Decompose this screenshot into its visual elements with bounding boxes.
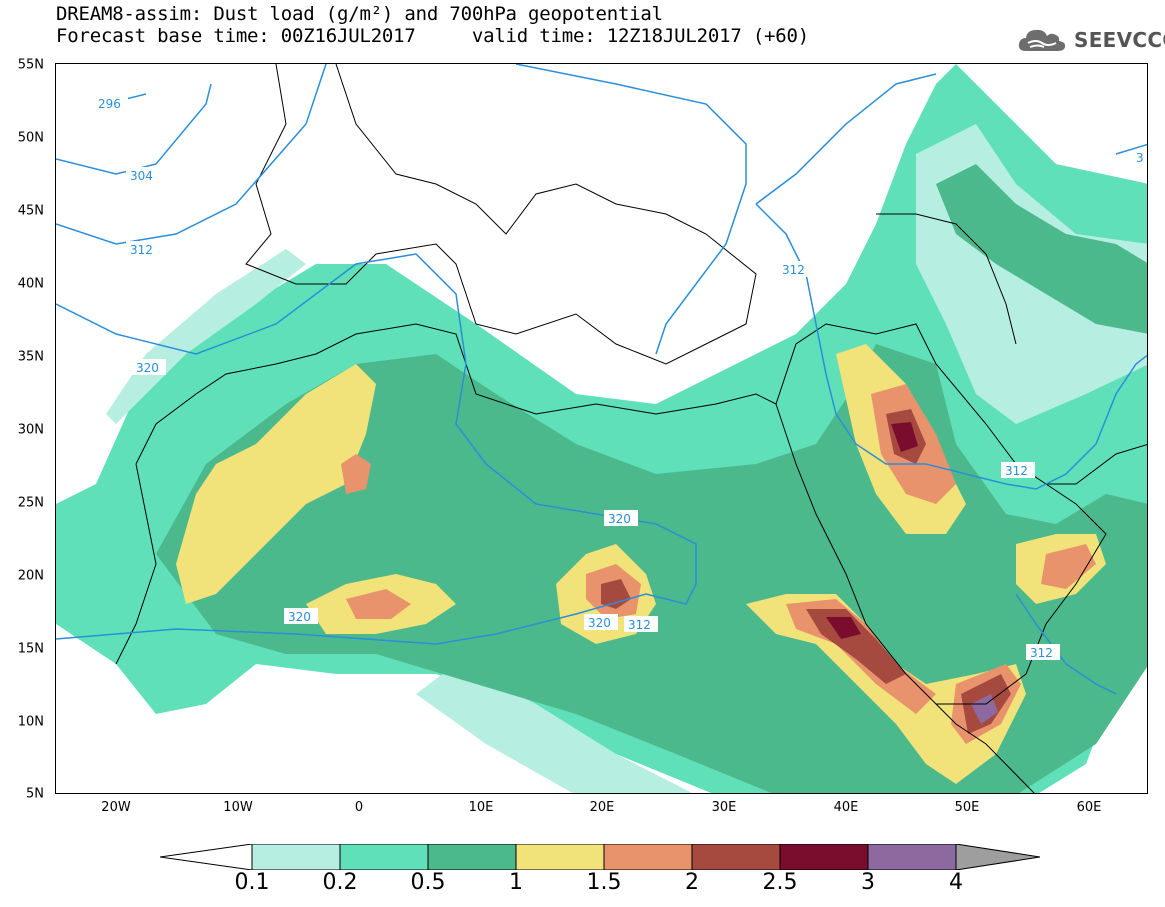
lon-label: 30E: [711, 800, 737, 815]
map-subtitle-times: Forecast base time: 00Z16JUL2017 valid t…: [56, 25, 810, 47]
lon-label: 50E: [954, 800, 980, 815]
coastlines: [115, 64, 1147, 793]
contour-label: 320: [588, 616, 611, 630]
contour-label: 320: [288, 610, 311, 624]
logo-text: SEEVCCC: [1074, 28, 1165, 52]
colorbar-label: 4: [949, 870, 963, 895]
contour-label: 296: [98, 97, 121, 111]
colorbar-segment: [867, 844, 957, 870]
lon-label: 10E: [468, 800, 494, 815]
lat-label: 10N: [17, 714, 44, 730]
colorbar-label: 1: [509, 870, 523, 895]
lon-label: 20W: [101, 800, 131, 815]
contour-label: 320: [136, 361, 159, 375]
lat-label: 20N: [17, 568, 44, 584]
lat-label: 50N: [17, 130, 44, 146]
lat-label: 30N: [17, 422, 44, 438]
lat-label: 25N: [17, 495, 44, 511]
dust-region-1.5: [1041, 544, 1096, 589]
colorbar-segment: [691, 844, 781, 870]
contour-label: 312: [628, 618, 651, 632]
dust-region-0.1: [106, 249, 306, 424]
dust-region-1.5: [346, 589, 411, 619]
colorbar: [160, 844, 1040, 870]
dust-region-2: [601, 579, 631, 609]
map-canvas: 296 304 312 320 312 320 320 320 312 312 …: [56, 64, 1147, 793]
contour-label: 312: [782, 263, 805, 277]
colorbar-segment: [427, 844, 517, 870]
lat-label: 15N: [17, 641, 44, 657]
colorbar-label: 2.5: [762, 870, 798, 895]
colorbar-segment: [160, 844, 253, 870]
contour-label: 3: [1136, 151, 1144, 165]
lat-label: 45N: [17, 203, 44, 219]
colorbar-segment: [955, 844, 1040, 870]
colorbar-segment: [779, 844, 869, 870]
dust-region-1.5: [341, 454, 371, 494]
lon-label: 60E: [1076, 800, 1102, 815]
dust-region-2.5: [891, 422, 918, 452]
dust-region-2: [806, 609, 906, 684]
lat-label: 55N: [17, 57, 44, 73]
lat-label: 35N: [17, 349, 44, 365]
contour-label: 312: [1030, 646, 1053, 660]
colorbar-label: 1.5: [586, 870, 622, 895]
dust-region-3: [971, 694, 998, 724]
dust-region-1: [176, 364, 376, 604]
colorbar-segment: [603, 844, 693, 870]
colorbar-label: 0.5: [410, 870, 446, 895]
lon-label: 40E: [833, 800, 859, 815]
contour-label: 304: [130, 169, 153, 183]
colorbar-label: 2: [685, 870, 699, 895]
seevccc-logo: SEEVCCC: [1016, 22, 1165, 58]
cloud-logo-icon: [1018, 29, 1066, 51]
lon-label: 10W: [223, 800, 253, 815]
colorbar-label: 0.2: [322, 870, 358, 895]
contour-label: 312: [1005, 464, 1028, 478]
colorbar-label: 3: [861, 870, 875, 895]
lon-label: 0: [354, 800, 364, 815]
contour-label: 312: [130, 243, 153, 257]
contour-label: 320: [608, 512, 631, 526]
colorbar-label: 0.1: [234, 870, 270, 895]
dust-region-0.1: [416, 664, 693, 793]
colorbar-segment: [339, 844, 429, 870]
lat-label: 5N: [26, 786, 44, 802]
map-title: DREAM8-assim: Dust load (g/m²) and 700hP…: [56, 3, 663, 25]
dust-load-map: 296 304 312 320 312 320 320 320 312 312 …: [55, 63, 1148, 794]
lat-label: 40N: [17, 276, 44, 292]
lon-label: 20E: [589, 800, 615, 815]
colorbar-segment: [515, 844, 605, 870]
dust-region-0.5: [936, 164, 1147, 334]
colorbar-segment: [251, 844, 341, 870]
dust-region-2.5: [826, 617, 861, 639]
